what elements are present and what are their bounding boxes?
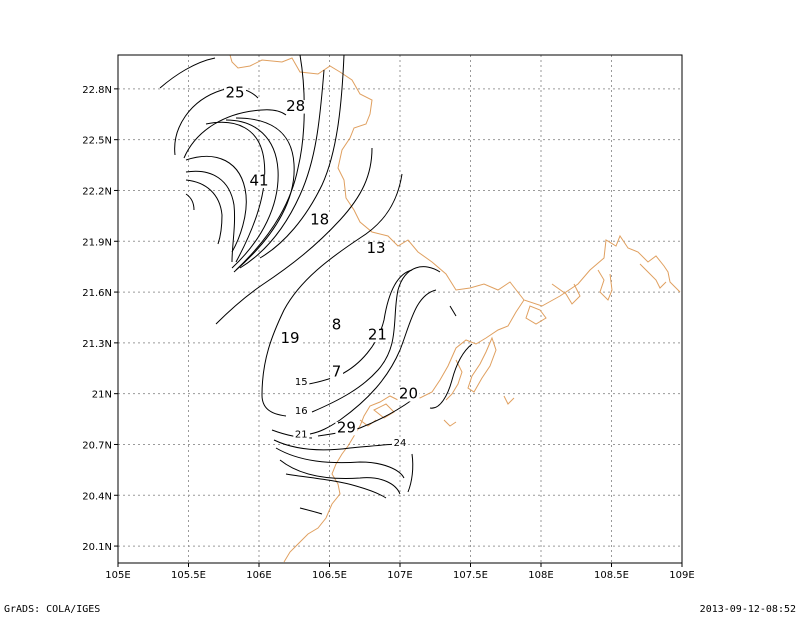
contour-line xyxy=(273,439,401,451)
island-outline xyxy=(525,305,547,325)
contour-line xyxy=(299,507,323,515)
y-tick-label: 22.8N xyxy=(82,85,112,96)
contour-label-bg xyxy=(308,213,331,228)
contour-label-bg xyxy=(397,387,420,402)
island-outline xyxy=(445,359,463,401)
contour-label: 13 xyxy=(366,239,385,257)
contour-labels: 25 28 41 18 13 8 21 19 7 15 20 16 29 21 24 xyxy=(224,83,420,449)
border-line xyxy=(229,54,681,307)
contour-label-bg xyxy=(293,378,310,387)
contour-line xyxy=(185,155,247,253)
coast-line xyxy=(283,299,525,563)
contour-label-bg xyxy=(293,430,310,440)
y-axis: 20.1N 20.4N 20.7N 21N 21.3N 21.6N 21.9N 22.2N 22… xyxy=(82,85,118,553)
y-tick-label: 20.1N xyxy=(82,542,112,553)
x-tick-label: 106.5E xyxy=(312,570,347,581)
contour-label: 24 xyxy=(394,438,407,449)
contour-line xyxy=(279,459,401,495)
contour-label-bg xyxy=(366,328,389,343)
coastline xyxy=(229,54,681,563)
contour-label: 21 xyxy=(295,430,308,441)
contour-line xyxy=(259,54,345,259)
grid-lines xyxy=(118,55,682,563)
contour-line xyxy=(185,170,236,263)
x-tick-label: 108E xyxy=(528,570,553,581)
island-outline xyxy=(443,419,457,427)
contour-label: 16 xyxy=(295,406,308,417)
contour-line xyxy=(205,121,266,263)
contour-line xyxy=(317,399,413,437)
contour-label: 20 xyxy=(399,385,418,403)
contour-label: 15 xyxy=(295,377,308,388)
contour-label-bg xyxy=(365,242,388,256)
island-outline xyxy=(597,269,613,301)
contour-label-bg xyxy=(335,421,358,436)
contour-label-bg xyxy=(284,100,307,114)
y-tick-label: 21.6N xyxy=(82,288,112,299)
contour-label: 8 xyxy=(332,315,342,333)
contour-label-bg xyxy=(293,406,310,416)
contour-line xyxy=(275,447,405,479)
contour-line xyxy=(215,147,373,325)
contour-line xyxy=(233,117,295,273)
x-tick-label: 106E xyxy=(246,570,271,581)
contour-line xyxy=(309,289,437,435)
y-tick-label: 21.9N xyxy=(82,237,112,248)
contour-line xyxy=(295,269,413,387)
island-outline xyxy=(467,336,497,393)
contour-line xyxy=(174,87,259,156)
contour-line xyxy=(407,453,414,493)
contour-line xyxy=(429,343,473,409)
footer-credit: GrADS: COLA/IGES xyxy=(4,604,101,615)
contour-line xyxy=(239,69,325,269)
x-tick-label: 108.5E xyxy=(594,570,629,581)
contour-line xyxy=(185,179,223,245)
y-tick-label: 21N xyxy=(92,390,112,401)
contour-label: 41 xyxy=(249,171,268,189)
y-tick-label: 20.7N xyxy=(82,440,112,451)
contour-label-bg xyxy=(392,438,408,448)
contour-line xyxy=(183,109,287,159)
contour-label: 29 xyxy=(337,419,356,437)
contour-line xyxy=(235,54,305,271)
contour-label: 7 xyxy=(332,363,342,381)
contour-line xyxy=(261,173,403,417)
x-tick-label: 105.5E xyxy=(171,570,206,581)
contour-line xyxy=(285,473,387,499)
island-outline xyxy=(551,283,581,305)
x-tick-label: 107.5E xyxy=(453,570,488,581)
contour-label: 25 xyxy=(225,83,244,101)
island-outline xyxy=(373,403,395,419)
y-tick-label: 20.4N xyxy=(82,491,112,502)
y-tick-label: 22.2N xyxy=(82,186,112,197)
x-tick-label: 109E xyxy=(669,570,694,581)
footer-timestamp: 2013-09-12-08:52 xyxy=(699,604,796,615)
contour-line xyxy=(449,305,457,317)
contour-lines xyxy=(159,54,473,515)
contour-label-bg xyxy=(330,318,344,333)
x-tick-label: 105E xyxy=(105,570,130,581)
contour-label: 28 xyxy=(286,97,305,115)
contour-label: 18 xyxy=(310,210,329,228)
contour-label: 19 xyxy=(280,329,299,347)
x-axis: 105E 105.5E 106E 106.5E 107E 107.5E 108E 108.5E… xyxy=(105,563,695,581)
contour-line xyxy=(185,193,195,211)
contour-line xyxy=(311,266,441,413)
contour-line xyxy=(225,119,279,269)
island-outline xyxy=(639,263,667,289)
contour-label-bg xyxy=(330,365,344,380)
contour-line xyxy=(159,57,216,89)
y-tick-label: 22.5N xyxy=(82,136,112,147)
contour-label-bg xyxy=(224,86,247,101)
island-outline xyxy=(503,395,515,405)
contour-label: 21 xyxy=(368,325,387,343)
contour-label-bg xyxy=(248,174,270,189)
contour-label-bg xyxy=(279,332,302,346)
x-tick-label: 107E xyxy=(387,570,412,581)
y-tick-label: 21.3N xyxy=(82,339,112,350)
